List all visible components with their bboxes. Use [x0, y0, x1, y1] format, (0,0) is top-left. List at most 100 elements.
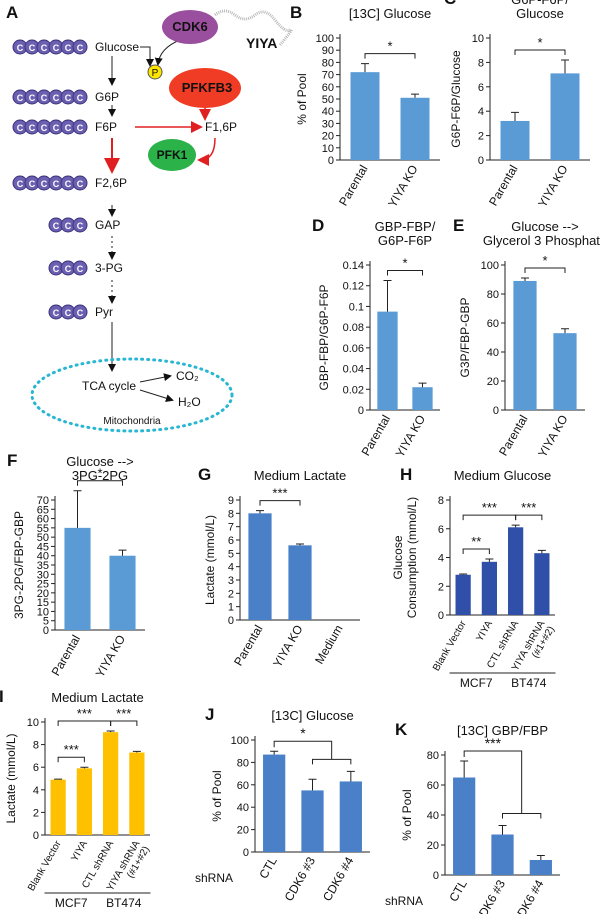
- panel-letter: B: [290, 3, 302, 22]
- carbon-label: C: [29, 43, 36, 53]
- carbon-label: C: [53, 179, 60, 189]
- x-tick-label-group: Parental: [231, 623, 265, 669]
- carbon-label: C: [41, 43, 48, 53]
- carbon-label: C: [41, 179, 48, 189]
- bar: [550, 73, 580, 160]
- y-tick-label: 0: [493, 405, 499, 417]
- x-tick-label: YIYA KO: [535, 413, 570, 460]
- x-tick-label: CTL: [256, 854, 280, 881]
- carbon: [72, 304, 88, 320]
- x-tick-label: Parental: [486, 163, 520, 209]
- error-bar: [411, 93, 419, 98]
- x-tick-label-group: Parental: [49, 633, 83, 679]
- y-tick-label: 80: [322, 57, 334, 69]
- panel-letter: E: [453, 216, 464, 235]
- significance-label: ***: [521, 500, 536, 515]
- carbon-label: C: [77, 221, 84, 231]
- y-tick-label: 5: [228, 548, 234, 560]
- y-tick-label: 20: [427, 840, 439, 852]
- y-tick-label: 20: [237, 825, 249, 837]
- panel-letter: A: [6, 3, 18, 22]
- bar: [553, 333, 577, 410]
- x-tick-label-group: Parental: [496, 413, 530, 459]
- significance-label: *: [387, 39, 392, 54]
- error-bar: [561, 59, 569, 74]
- error-bar: [256, 510, 264, 514]
- y-tick-label: 0: [43, 625, 49, 637]
- carbon-label: C: [53, 123, 60, 133]
- y-tick-label: 65: [37, 504, 49, 516]
- arrow: [139, 389, 174, 403]
- error-bar: [73, 490, 82, 528]
- y-tick-label: 35: [37, 560, 49, 572]
- bar: [103, 732, 119, 835]
- mitochondria: [30, 357, 234, 433]
- significance-bracket: [57, 756, 85, 763]
- error-bar: [561, 328, 569, 334]
- y-tick-label: 10: [322, 143, 334, 155]
- carbon-label: C: [17, 93, 24, 103]
- bar: [109, 555, 136, 630]
- y-tick-label: 60: [237, 780, 249, 792]
- carbon-label: C: [17, 179, 24, 189]
- y-tick-label: 0.12: [343, 281, 364, 293]
- error-bar: [118, 549, 127, 556]
- carbon-label: C: [29, 93, 36, 103]
- x-tick-label: YIYA KO: [93, 633, 128, 680]
- y-tick-label: 6: [478, 82, 484, 94]
- chart-title: [13C] Glucose: [271, 708, 353, 723]
- y-tick-label: 50: [322, 94, 334, 106]
- x-tick-label-group: YIYA KO: [393, 413, 428, 460]
- x-tick-label-group: YIYA KO: [535, 163, 570, 210]
- bar: [455, 574, 471, 615]
- carbon-label: C: [53, 308, 60, 318]
- product-label: H₂O: [178, 395, 201, 409]
- metabolite-label: G6P: [95, 90, 119, 104]
- significance-label: ***: [482, 500, 497, 515]
- bar: [412, 387, 433, 410]
- y-axis-label: % of Pool: [400, 789, 414, 840]
- bar: [129, 752, 145, 835]
- carbon-label: C: [77, 264, 84, 274]
- y-axis-label: Lactate (mmol/L): [4, 733, 18, 823]
- significance-bracket: [463, 750, 542, 819]
- y-tick-label: 60: [427, 780, 439, 792]
- enzyme-label: PFK1: [157, 148, 188, 162]
- y-tick-label: 0.04: [343, 364, 364, 376]
- significance-bracket: [259, 500, 301, 506]
- bar: [339, 781, 362, 852]
- carbon-label: C: [65, 308, 72, 318]
- x-tick-label-group: CDK6 #4: [510, 877, 547, 914]
- error-bar: [460, 760, 469, 778]
- error-bar: [537, 549, 546, 554]
- metabolite-label: F2,6P: [95, 176, 127, 190]
- bar: [350, 72, 380, 160]
- y-tick-label: 10: [472, 33, 484, 45]
- x-tick-label-group: CDK6 #3: [472, 877, 509, 914]
- y-axis-label: 3PG-2PG/FBP-GBP: [12, 511, 26, 619]
- error-bar: [80, 766, 89, 769]
- y-tick-label: 55: [37, 523, 49, 535]
- chart-title: [13C] GBP/FBP: [457, 723, 548, 738]
- metabolite-label: F1,6P: [205, 120, 237, 134]
- y-tick-label: 0: [33, 830, 39, 842]
- bar: [508, 527, 524, 615]
- error-bar: [459, 573, 468, 575]
- y-tick-label: 90: [322, 45, 334, 57]
- chart-title: Medium Lactate: [51, 690, 144, 705]
- chart-title: 3PG-2PG: [72, 468, 128, 483]
- red-arrow: [197, 137, 216, 166]
- carbon-label: C: [77, 123, 84, 133]
- significance-bracket: [515, 514, 543, 521]
- y-tick-label: 6: [438, 524, 444, 536]
- x-tick-label: YIYA KO: [535, 163, 570, 210]
- bar: [248, 513, 272, 620]
- metabolite-label: Glucose: [95, 40, 139, 54]
- y-tick-label: 0.02: [343, 384, 364, 396]
- x-tick-label-group: Blank Vector: [26, 838, 64, 893]
- error-bar: [296, 543, 304, 546]
- significance-bracket: [462, 548, 490, 554]
- panel-letter: H: [400, 465, 412, 484]
- bar: [481, 561, 497, 615]
- y-tick-label: 1: [228, 602, 234, 614]
